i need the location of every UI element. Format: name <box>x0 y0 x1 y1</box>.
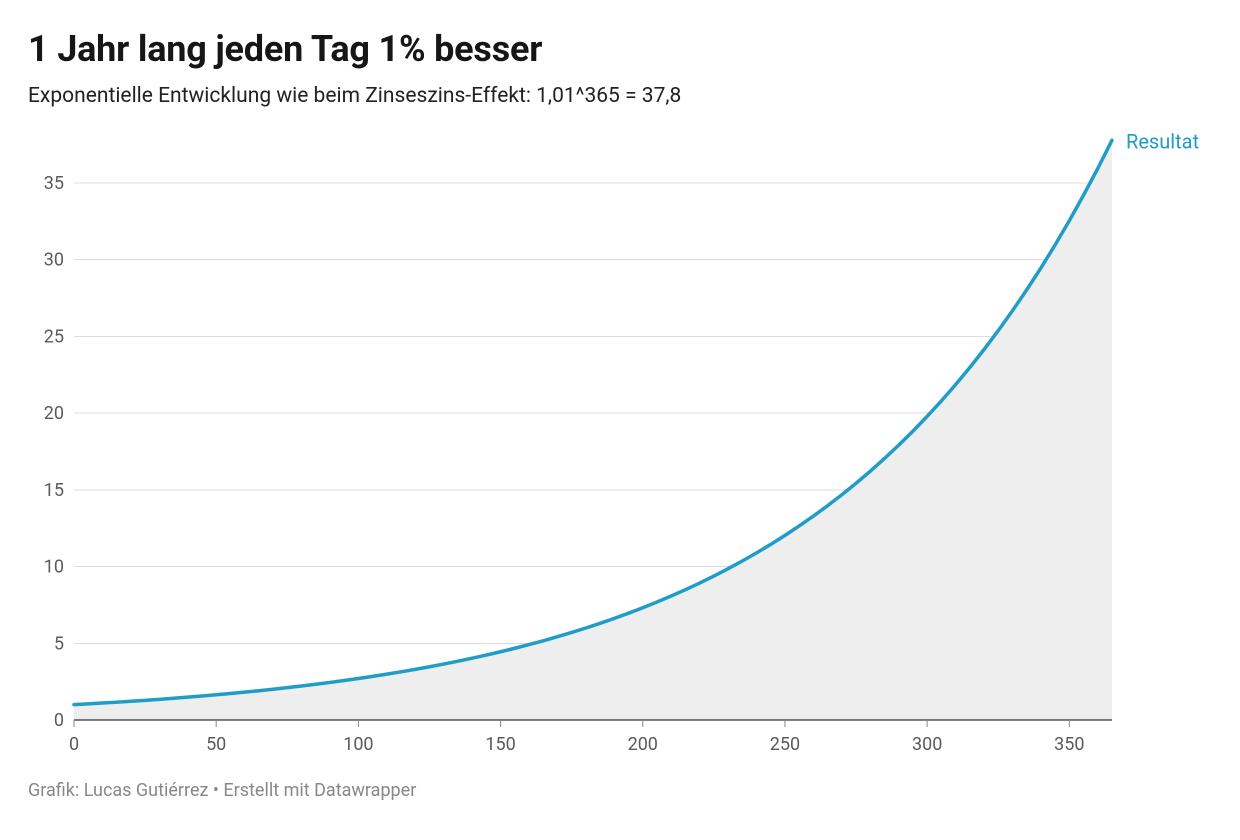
x-tick-label: 100 <box>343 734 373 755</box>
x-tick-label: 200 <box>628 734 658 755</box>
y-tick-label: 10 <box>44 557 64 578</box>
x-tick-label: 50 <box>206 734 226 755</box>
y-tick-label: 15 <box>44 480 64 501</box>
y-tick-label: 30 <box>44 250 64 271</box>
y-tick-label: 25 <box>44 326 64 347</box>
y-tick-label: 20 <box>44 403 64 424</box>
x-tick-label: 300 <box>912 734 942 755</box>
x-tick-label: 250 <box>770 734 800 755</box>
series-label: Resultat <box>1126 129 1199 153</box>
area-fill <box>74 140 1112 720</box>
y-tick-label: 5 <box>54 633 64 654</box>
chart-container: 05101520253035050100150200250300350Resul… <box>28 126 1212 766</box>
chart-subtitle: Exponentielle Entwicklung wie beim Zinse… <box>28 84 1212 108</box>
chart-credit: Grafik: Lucas Gutiérrez • Erstellt mit D… <box>28 780 1212 801</box>
x-tick-label: 150 <box>485 734 515 755</box>
area-chart: 05101520253035050100150200250300350Resul… <box>28 126 1212 766</box>
y-tick-label: 35 <box>44 173 64 194</box>
y-tick-label: 0 <box>54 710 64 731</box>
x-tick-label: 350 <box>1054 734 1084 755</box>
x-tick-label: 0 <box>69 734 79 755</box>
chart-title: 1 Jahr lang jeden Tag 1% besser <box>28 28 1212 70</box>
